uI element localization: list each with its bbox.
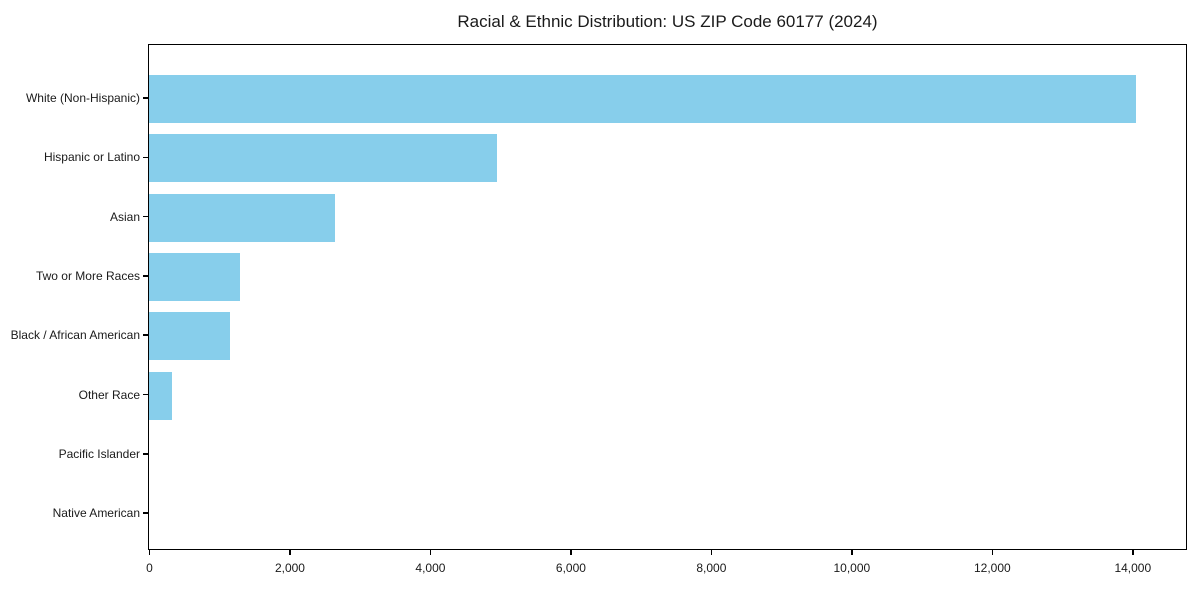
y-tick-label: Native American — [52, 506, 140, 521]
y-tick-label: Two or More Races — [35, 268, 140, 283]
y-tick-mark — [143, 393, 148, 396]
x-tick-mark — [570, 550, 572, 555]
bar — [149, 371, 173, 420]
x-tick-label: 12,000 — [973, 561, 1011, 575]
y-tick-mark — [143, 156, 148, 159]
y-tick-label: Hispanic or Latino — [43, 150, 140, 165]
y-tick-mark — [143, 275, 148, 277]
y-tick-label: Black / African American — [10, 328, 140, 343]
plot-area — [148, 44, 1187, 550]
y-tick-mark — [143, 215, 148, 218]
x-tick-mark — [289, 550, 291, 555]
y-tick-label: Pacific Islander — [58, 446, 140, 461]
x-tick-mark — [710, 550, 713, 555]
y-tick-mark — [143, 453, 148, 455]
chart-title: Racial & Ethnic Distribution: US ZIP Cod… — [457, 12, 878, 31]
x-tick-label: 14,000 — [1114, 561, 1152, 575]
y-tick-label: Other Race — [78, 387, 140, 402]
x-tick-label: 4,000 — [415, 561, 446, 575]
y-tick-mark — [143, 97, 148, 99]
y-tick-label: White (Non-Hispanic) — [25, 91, 140, 105]
bar — [149, 312, 230, 361]
x-tick-mark — [1132, 550, 1134, 555]
bar — [149, 252, 240, 301]
x-tick-mark — [851, 550, 853, 555]
x-tick-mark — [429, 550, 432, 555]
x-tick-label: 0 — [146, 561, 153, 575]
bar — [149, 134, 497, 183]
y-tick-label: Asian — [109, 209, 140, 224]
bar — [149, 193, 335, 242]
x-tick-label: 10,000 — [833, 561, 871, 575]
y-tick-mark — [143, 334, 148, 336]
bar — [149, 75, 1137, 123]
x-tick-mark — [991, 550, 994, 555]
x-tick-mark — [148, 550, 151, 555]
x-tick-label: 2,000 — [274, 561, 305, 575]
y-tick-mark — [143, 512, 148, 514]
x-tick-label: 8,000 — [696, 561, 727, 575]
x-tick-label: 6,000 — [555, 561, 586, 575]
